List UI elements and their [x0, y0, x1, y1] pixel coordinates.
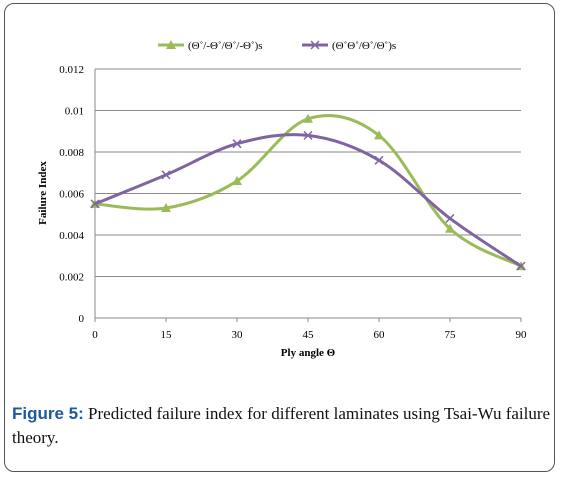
x-tick-label: 90 — [516, 329, 528, 341]
x-tick-label: 60 — [374, 329, 386, 341]
line-chart: 0 15 30 45 60 75 90 00.0020.0040.0060.0080.010… — [37, 40, 527, 359]
y-tick-label: 0.004 — [59, 230, 84, 242]
data-point-series-2 — [90, 199, 100, 209]
y-tick-label: 0.008 — [59, 147, 84, 159]
series-line-2 — [94, 133, 522, 268]
x-tick-label: 30 — [232, 329, 244, 341]
data-point-series-2 — [161, 170, 171, 180]
series-line-1 — [94, 114, 522, 268]
data-point-series-1 — [232, 176, 242, 186]
x-axis-label: Ply angle Θ — [281, 347, 336, 359]
legend-label-2: (Θ˚Θ˚/Θ˚/Θ˚)s — [332, 40, 396, 52]
caption-text: Predicted failure index for different la… — [12, 404, 551, 447]
caption-label: Figure 5: — [12, 404, 84, 423]
x-tick-label: 75 — [445, 329, 457, 341]
x-tick-labels: 0 15 30 45 60 75 90 — [92, 318, 527, 341]
y-axis-label: Failure Index — [37, 161, 49, 225]
legend-marker-2 — [310, 40, 320, 50]
series-group — [90, 113, 526, 271]
data-point-series-2 — [516, 261, 526, 271]
gridlines — [95, 68, 521, 277]
y-tick-label: 0 — [79, 313, 85, 325]
x-tick-label: 45 — [303, 329, 315, 341]
figure-caption: Figure 5: Predicted failure index for di… — [12, 402, 552, 450]
data-point-series-2 — [445, 213, 455, 223]
data-point-series-1 — [445, 223, 455, 233]
data-point-series-2 — [232, 139, 242, 149]
y-tick-label: 0.006 — [59, 189, 84, 201]
legend-marker-1 — [166, 40, 176, 49]
y-tick-label: 0.01 — [65, 106, 84, 118]
data-point-series-1 — [374, 130, 384, 140]
data-point-series-1 — [303, 113, 313, 123]
legend: (Θ˚/-Θ˚/Θ˚/-Θ˚)s (Θ˚Θ˚/Θ˚/Θ˚)s — [158, 40, 396, 52]
x-tick-label: 15 — [161, 329, 173, 341]
y-tick-labels: 0 0.002 0.004 0.006 0.008 0.01 0.012 — [59, 64, 84, 325]
y-tick-label: 0.012 — [59, 64, 84, 76]
data-point-series-2 — [374, 155, 384, 165]
data-point-series-1 — [161, 203, 171, 213]
legend-label-1: (Θ˚/-Θ˚/Θ˚/-Θ˚)s — [188, 40, 263, 52]
data-point-series-2 — [303, 130, 313, 140]
y-tick-label: 0.002 — [59, 272, 84, 284]
x-tick-label: 0 — [92, 329, 98, 341]
